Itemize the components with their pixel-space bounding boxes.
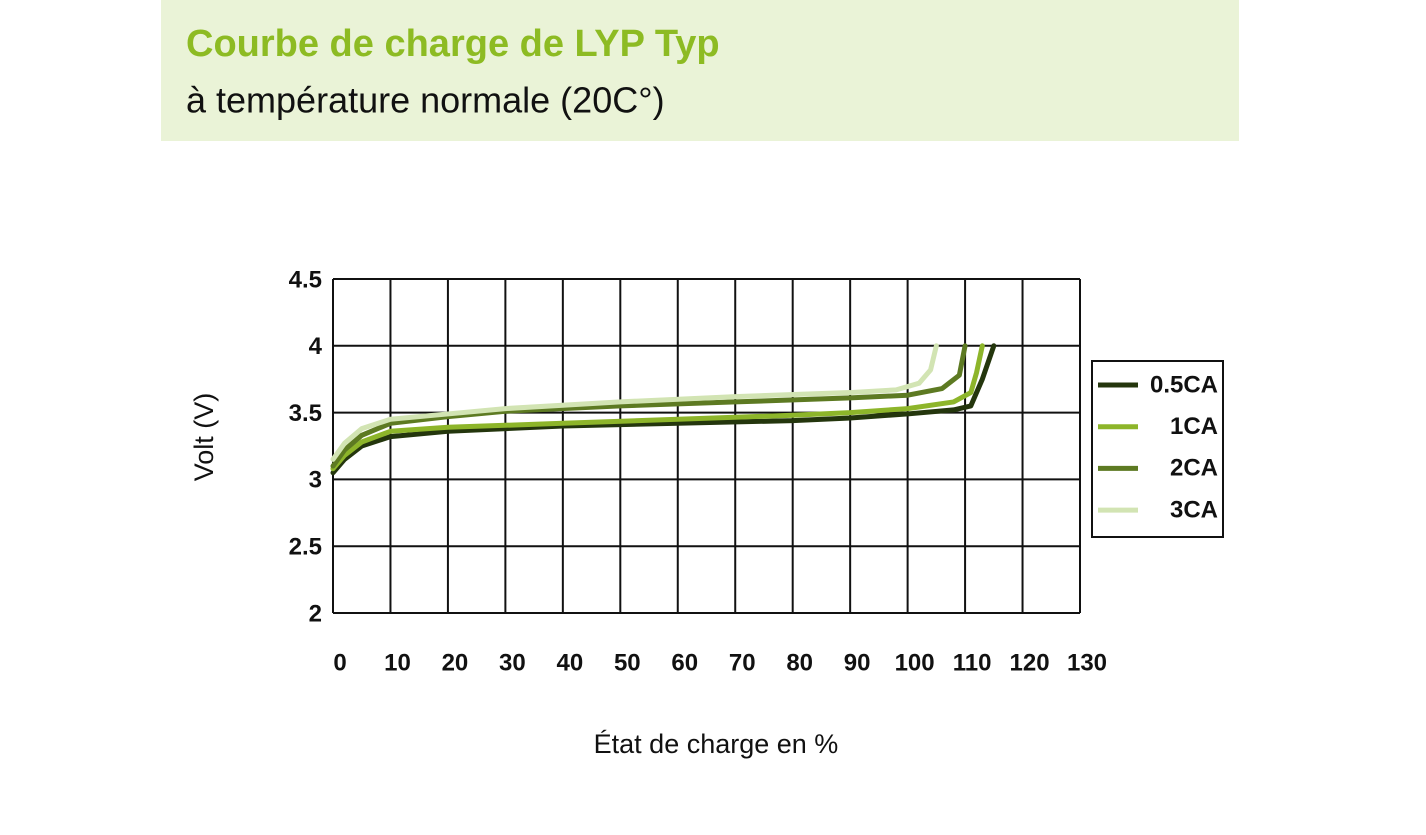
x-tick-label: 110: [953, 649, 992, 676]
legend-label: 2CA: [1170, 455, 1218, 482]
y-tick-label: 4: [309, 333, 323, 360]
series-line: [330, 343, 939, 462]
y-tick-label: 3: [309, 467, 322, 494]
series-line: [330, 343, 997, 476]
series-line: [330, 343, 985, 472]
x-tick-label: 10: [384, 649, 411, 676]
series-line: [330, 343, 968, 469]
header-band: [161, 0, 1239, 141]
x-tick-label: 50: [614, 649, 641, 676]
x-tick-label: 130: [1067, 649, 1107, 676]
x-tick-label: 70: [729, 649, 756, 676]
y-tick-label: 4.5: [289, 266, 322, 293]
x-tick-label: 30: [499, 649, 526, 676]
legend-label: 0.5CA: [1150, 371, 1218, 398]
x-tick-label: 40: [556, 649, 583, 676]
x-tick-label: 120: [1010, 649, 1050, 676]
y-tick-label: 2: [309, 600, 322, 627]
x-tick-label: 90: [844, 649, 871, 676]
legend-label: 3CA: [1170, 496, 1218, 523]
y-axis-label: Volt (V): [189, 393, 219, 482]
x-tick-label: 100: [895, 649, 935, 676]
x-tick-label: 80: [786, 649, 813, 676]
y-tick-label: 3.5: [289, 400, 322, 427]
legend-label: 1CA: [1170, 413, 1218, 440]
chart-subtitle: à température normale (20C°): [186, 80, 665, 121]
y-tick-label: 2.5: [289, 534, 322, 561]
x-tick-label: 20: [442, 649, 469, 676]
x-tick-label: 60: [671, 649, 698, 676]
chart-title: Courbe de charge de LYP Typ: [186, 23, 720, 65]
x-axis-label: État de charge en %: [594, 729, 839, 759]
x-tick-label: 0: [333, 649, 346, 676]
